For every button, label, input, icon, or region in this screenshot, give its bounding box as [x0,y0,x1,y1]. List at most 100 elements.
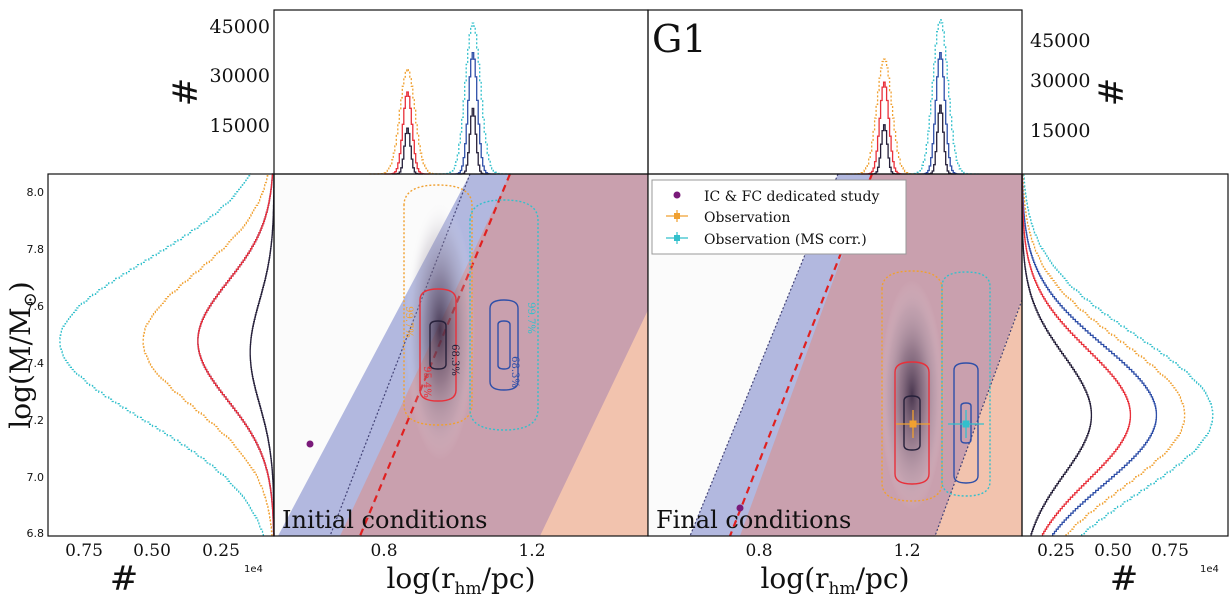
ytick-30000: 30000 [1030,70,1090,92]
legend-box [651,179,907,255]
top-left-ylabel: # [166,78,206,107]
legend-label-study: IC & FC dedicated study [704,189,879,205]
xtick-0.8: 0.8 [370,541,397,561]
histogram-dark [249,173,275,536]
ytick-30000: 30000 [210,65,270,87]
right-histogram: 0.25 0.50 0.75 1e4 # [1021,173,1229,598]
histogram-orange [369,68,445,175]
contours [881,270,991,502]
initial-conditions-panel: 99.7% 95.4% 68.3% 68.3% 99.7% Initial condit… [273,173,649,537]
observation-marker [896,410,930,438]
sci-offset-right: 1e4 [1200,564,1219,575]
histogram-red [384,91,430,175]
contour-label: 99.7% [525,302,536,334]
panel-frame [1021,173,1229,537]
xtick-0.50: 0.50 [1094,541,1132,561]
xlabel-sub: hm [829,579,856,598]
contour-dark [429,320,447,370]
main-xticks: 0.8 1.2 0.8 1.2 log(rhm/pc) log(rhm/pc) [370,541,920,598]
top-right-yticks: 45000 30000 15000 # [1030,30,1132,142]
xlabel-sub: hm [455,579,482,598]
histogram-red [1021,173,1132,536]
ytick-7.8: 7.8 [27,243,45,256]
legend-label-observation: Observation [704,210,790,226]
xtick-0.8: 0.8 [745,541,772,561]
mauve-band [740,174,1022,536]
top-left-histogram [273,9,649,175]
legend-label-observation-ms: Observation (MS corr.) [704,232,867,248]
xlabel-main: log(r [386,562,455,595]
contour-blue [953,362,979,484]
histogram-dark [1021,173,1093,536]
observation-ms-corr-marker [948,410,984,438]
ytick-45000: 45000 [210,16,270,38]
top-right-histogram: G1 [647,9,1023,175]
initial-conditions-label: Initial conditions [282,506,487,534]
contour-orange [881,270,943,502]
xtick-0.25: 0.25 [1037,541,1075,561]
ytick-7.0: 7.0 [27,471,45,484]
panel-frame [47,173,275,537]
final-conditions-label: Final conditions [656,506,851,534]
panel-frame [647,9,1023,175]
histogram-orange [846,58,923,175]
contours: 99.7% 95.4% 68.3% 68.3% 99.7% [403,184,539,431]
panel-frame [273,9,649,175]
contour-cyan [469,199,539,431]
final-conditions-panel: Final conditions IC & FC dedicated study… [647,173,1023,537]
ylabel-text: log(M/M [4,307,37,428]
contour-label: 95.4% [421,366,432,398]
xtick-1.2: 1.2 [518,541,545,561]
ylabel-sun: ⊙ [20,292,41,307]
right-xlabel: # [1110,559,1139,598]
ytick-8.0: 8.0 [27,186,45,199]
histogram-red [197,173,275,536]
xlabel-tail: /pc) [482,562,536,595]
svg-text:log(M/M⊙): log(M/M⊙) [4,281,41,428]
sci-offset-left: 1e4 [244,564,263,575]
xlabel-main: log(r [760,562,829,595]
ytick-15000: 15000 [1030,120,1090,142]
xtick-0.25: 0.25 [202,541,240,561]
contour-label: 68.3% [449,344,460,376]
ytick-7.6: 7.6 [27,300,45,313]
xlabel-initial: log(rhm/pc) [386,562,535,598]
xtick-1.2: 1.2 [893,541,920,561]
ytick-15000: 15000 [210,115,270,137]
contour-blue [497,320,511,370]
xtick-0.75: 0.75 [65,541,103,561]
contour-orange [403,184,473,426]
histogram-cyan [902,19,979,175]
histogram-dark [924,104,957,175]
histogram-blue [917,51,964,175]
left-xlabel: # [110,559,139,598]
ytick-7.4: 7.4 [27,357,45,370]
histogram-dark [457,107,489,175]
ylabel-close: ) [4,281,37,292]
histogram-cyan [434,22,512,175]
peach-band [540,310,648,536]
contour-label: 99.7% [403,306,414,338]
xtick-0.75: 0.75 [1151,541,1189,561]
contour-red [419,288,457,402]
histogram-blue [1021,173,1158,536]
density-blob [405,200,475,460]
top-left-yticks: 45000 30000 15000 # [166,16,270,137]
left-ylabel: log(M/M⊙) [4,281,41,428]
scatter-point [736,504,744,512]
contour-label: 68.3% [509,356,520,388]
contour-red [894,361,930,485]
xlabel-tail: /pc) [856,562,910,595]
legend-marker-study [673,191,681,199]
contour-dark [903,395,921,451]
legend-marker-observation [666,210,688,222]
histogram-cyan [1023,173,1214,536]
left-histogram: 8.0 7.8 7.6 7.4 7.2 7.0 6.8 0.75 0.50 0.… [4,173,275,598]
contour-blue [960,402,972,444]
ytick-7.2: 7.2 [27,414,45,427]
histogram-orange [142,173,273,536]
xtick-0.50: 0.50 [133,541,171,561]
top-right-ylabel: # [1092,78,1132,107]
legend: IC & FC dedicated study Observation Obse… [651,179,907,255]
contour-blue [489,299,519,391]
